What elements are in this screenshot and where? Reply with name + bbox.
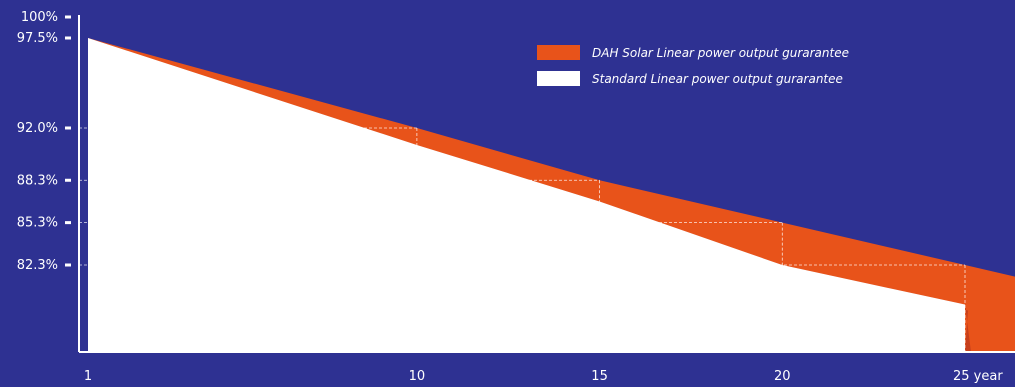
y-tick-label: 88.3% — [17, 173, 58, 188]
legend-swatch-dah — [537, 45, 580, 60]
x-tick-label: 1 — [84, 369, 92, 384]
y-tick-label: 85.3% — [17, 216, 58, 231]
y-tick-label: 97.5% — [17, 31, 58, 46]
x-axis-ticks: 1 10 15 20 25 year — [84, 369, 1003, 384]
x-tick-label: 10 — [409, 369, 426, 384]
x-tick-label: 20 — [774, 369, 791, 384]
standard-series-area — [88, 38, 965, 352]
plot-areas — [88, 38, 1015, 352]
y-tick-label: 82.3% — [17, 258, 58, 273]
y-tick-label: 100% — [21, 10, 58, 25]
legend-label-dah: DAH Solar Linear power output gurarantee — [592, 46, 849, 60]
legend-swatch-standard — [537, 71, 580, 86]
x-tick-label: 25 year — [953, 369, 1003, 384]
x-tick-label: 15 — [591, 369, 608, 384]
axes — [78, 15, 1015, 353]
legend: DAH Solar Linear power output gurarantee… — [537, 45, 849, 86]
y-tick-label: 92.0% — [17, 121, 58, 136]
legend-item-dah: DAH Solar Linear power output gurarantee — [537, 45, 849, 60]
y-axis-ticks: 100% 97.5% 92.0% 88.3% 85.3% 82.3% — [17, 10, 71, 273]
legend-item-standard: Standard Linear power output gurarantee — [537, 71, 843, 86]
legend-label-standard: Standard Linear power output gurarantee — [592, 72, 843, 86]
guide-lines — [79, 127, 966, 352]
